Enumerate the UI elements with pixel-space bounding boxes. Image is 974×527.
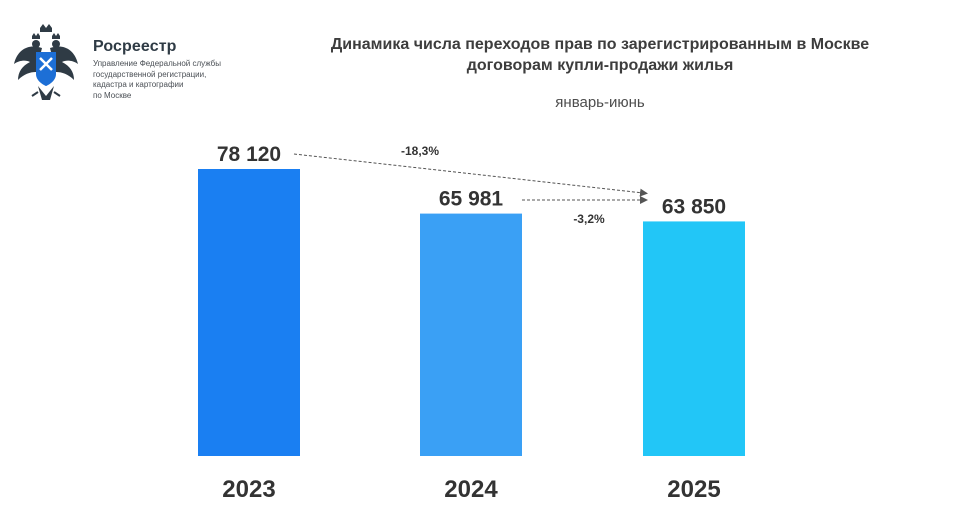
x-tick-label-2023: 2023 — [222, 476, 275, 503]
x-tick-label-2025: 2025 — [667, 476, 720, 503]
org-name: Росреестр — [93, 38, 177, 55]
chart-title-line: договорам купли-продажи жилья — [466, 57, 734, 74]
bar-2025 — [643, 221, 745, 456]
bar-2023 — [198, 169, 300, 456]
org-subtitle-line: кадастра и картографии — [93, 80, 184, 89]
x-tick-label-2024: 2024 — [444, 476, 498, 503]
data-label-2024: 65 981 — [439, 188, 504, 211]
org-subtitle-line: по Москве — [93, 90, 132, 100]
logo: Росреестр Управление Федеральной службы … — [12, 24, 252, 108]
data-label-2023: 78 120 — [217, 143, 281, 166]
chart-title: Динамика числа переходов прав по зарегис… — [275, 34, 925, 76]
annotation-label-2023-2025: -18,3% — [401, 144, 439, 158]
chart-title-line: Динамика числа переходов прав по зарегис… — [330, 36, 870, 53]
annotation-label-2024-2025: -3,2% — [573, 212, 605, 226]
org-subtitle-line: Управление Федеральной службы — [93, 59, 221, 68]
org-subtitle-line: государственной регистрации, — [93, 69, 207, 79]
chart-subtitle: январь-июнь — [555, 94, 645, 111]
annotation-arrow-2023-2025 — [293, 153, 648, 197]
double-headed-eagle-emblem-icon — [14, 24, 78, 100]
org-subtitle: Управление Федеральной службы государств… — [93, 59, 221, 101]
data-label-2025: 63 850 — [662, 195, 726, 218]
bar-2024 — [420, 213, 522, 456]
